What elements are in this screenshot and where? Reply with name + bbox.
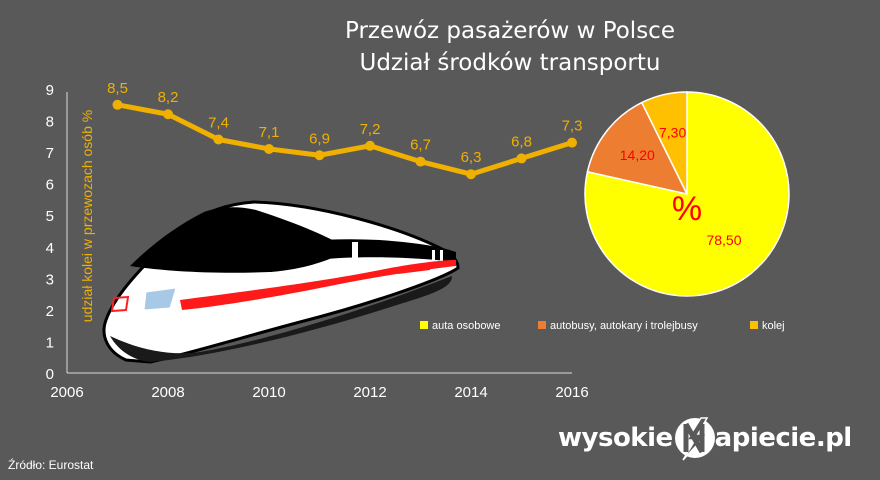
pie-slice-label: 78,50 <box>706 232 741 248</box>
data-point <box>314 150 325 161</box>
pie-slice-label: 7,30 <box>659 124 686 140</box>
rail-share-series: 8,5 8,2 7,4 7,1 6,9 7,2 6,7 6,3 6,8 7,3 <box>107 80 583 180</box>
pie-chart: 78,50 14,207,30 <box>584 91 790 297</box>
data-point <box>466 169 476 180</box>
data-label: 6,7 <box>410 137 431 154</box>
chart-title: Przewóz pasażerów w Polsce <box>345 18 675 44</box>
data-point <box>213 134 224 145</box>
y-tick-label: 2 <box>46 303 54 320</box>
legend-swatch <box>538 321 546 329</box>
y-tick-label: 9 <box>46 82 54 99</box>
data-point <box>415 156 426 167</box>
data-label: 6,3 <box>461 149 482 166</box>
x-tick-label: 2016 <box>555 384 588 401</box>
y-axis-ticks: 0 1 2 3 4 5 6 7 8 9 <box>46 82 54 383</box>
legend-swatch <box>750 321 758 329</box>
data-label: 8,5 <box>107 80 128 97</box>
data-label: 6,8 <box>511 133 532 150</box>
pie-slice-label: 14,20 <box>620 147 655 163</box>
y-tick-label: 4 <box>46 240 54 257</box>
x-tick-label: 2008 <box>151 384 184 401</box>
legend-label: kolej <box>762 320 785 332</box>
y-tick-label: 3 <box>46 271 54 288</box>
data-label: 7,4 <box>208 114 229 131</box>
brand-logo: wysokie apiecie.pl <box>558 412 852 464</box>
data-point <box>567 137 577 148</box>
data-label: 7,1 <box>259 124 280 141</box>
logo-text-right: apiecie.pl <box>714 423 853 453</box>
x-tick-label: 2014 <box>454 384 487 401</box>
chart-subtitle: Udział środków transportu <box>359 50 661 76</box>
x-tick-label: 2010 <box>252 384 285 401</box>
legend-label: auta osobowe <box>432 320 501 332</box>
y-tick-label: 7 <box>46 145 54 162</box>
pie-legend: auta osobowe autobusy, autokary i trolejb… <box>420 320 785 332</box>
data-point <box>365 140 375 151</box>
y-tick-label: 5 <box>46 208 54 225</box>
x-axis-ticks: 2006 2008 2010 2012 2014 2016 <box>50 384 588 401</box>
y-tick-label: 1 <box>46 334 54 351</box>
train-illustration <box>102 200 460 364</box>
y-tick-label: 0 <box>46 366 54 383</box>
pie-slice <box>640 91 688 195</box>
y-axis-label: udział kolei w przewozach osób % <box>79 110 95 322</box>
x-tick-label: 2006 <box>50 384 83 401</box>
y-tick-label: 8 <box>46 114 54 131</box>
source-note: Źródło: Eurostat <box>8 458 94 472</box>
data-label: 7,2 <box>360 121 381 138</box>
data-label: 8,2 <box>158 89 179 106</box>
logo-text-left: wysokie <box>558 423 673 453</box>
data-point <box>516 153 527 164</box>
data-point <box>264 143 274 154</box>
x-tick-label: 2012 <box>353 384 386 401</box>
pie-center-label: % <box>672 190 702 228</box>
pie-slice <box>586 101 689 196</box>
legend-label: autobusy, autokary i trolejbusy <box>550 320 698 332</box>
y-tick-label: 6 <box>46 177 54 194</box>
data-point <box>112 99 123 110</box>
series-line <box>117 102 573 177</box>
legend-swatch <box>420 321 428 329</box>
data-label: 6,9 <box>309 130 330 147</box>
data-point <box>163 109 173 120</box>
data-label: 7,3 <box>562 118 583 135</box>
lightning-bolt-icon <box>674 417 715 461</box>
